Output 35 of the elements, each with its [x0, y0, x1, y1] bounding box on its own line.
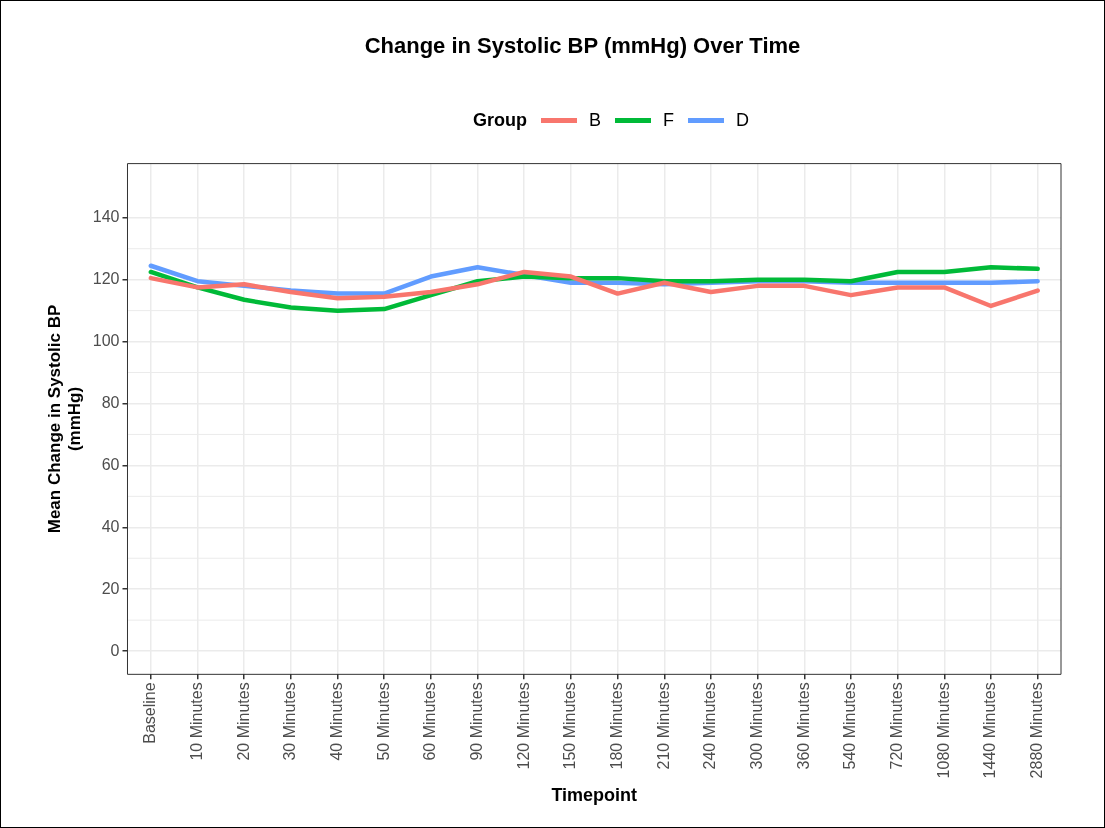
chart-title: Change in Systolic BP (mmHg) Over Time — [363, 33, 802, 59]
legend-label: D — [736, 109, 749, 131]
y-tick-label: 140 — [92, 208, 120, 226]
legend-title: Group — [472, 109, 527, 131]
x-tick-label: 2880 Minutes — [1028, 682, 1046, 779]
x-tick-label: 180 Minutes — [607, 682, 625, 770]
x-tick-label: Baseline — [141, 682, 159, 744]
x-tick-label: 210 Minutes — [654, 682, 672, 770]
legend-label: F — [663, 109, 674, 131]
x-tick-label: 540 Minutes — [841, 682, 859, 770]
x-tick-label: 360 Minutes — [794, 682, 812, 770]
x-axis-title: Timepoint — [551, 785, 638, 806]
x-tick-label: 1440 Minutes — [981, 682, 999, 779]
x-tick-label: 120 Minutes — [514, 682, 532, 770]
x-tick-label: 40 Minutes — [327, 682, 345, 761]
x-tick-label: 90 Minutes — [467, 682, 485, 761]
y-tick-label: 100 — [92, 331, 120, 349]
y-tick-label: 20 — [101, 579, 120, 597]
x-tick-label: 300 Minutes — [748, 682, 766, 770]
x-tick-label: 60 Minutes — [421, 682, 439, 761]
x-tick-label: 1080 Minutes — [934, 682, 952, 779]
x-tick-label: 240 Minutes — [701, 682, 719, 770]
x-tick-label: 20 Minutes — [234, 682, 252, 761]
x-tick-label: 720 Minutes — [888, 682, 906, 770]
x-tick-label: 150 Minutes — [561, 682, 579, 770]
y-tick-label: 80 — [101, 393, 120, 411]
y-axis-title: Mean Change in Systolic BP (mmHg) — [44, 304, 85, 534]
y-tick-label: 60 — [101, 455, 120, 473]
y-tick-label: 40 — [101, 517, 120, 535]
x-tick-label: 30 Minutes — [281, 682, 299, 761]
legend-label: B — [588, 109, 601, 131]
x-tick-label: 50 Minutes — [374, 682, 392, 761]
x-tick-label: 10 Minutes — [187, 682, 205, 761]
y-tick-label: 120 — [92, 270, 120, 288]
y-tick-label: 0 — [110, 641, 120, 659]
